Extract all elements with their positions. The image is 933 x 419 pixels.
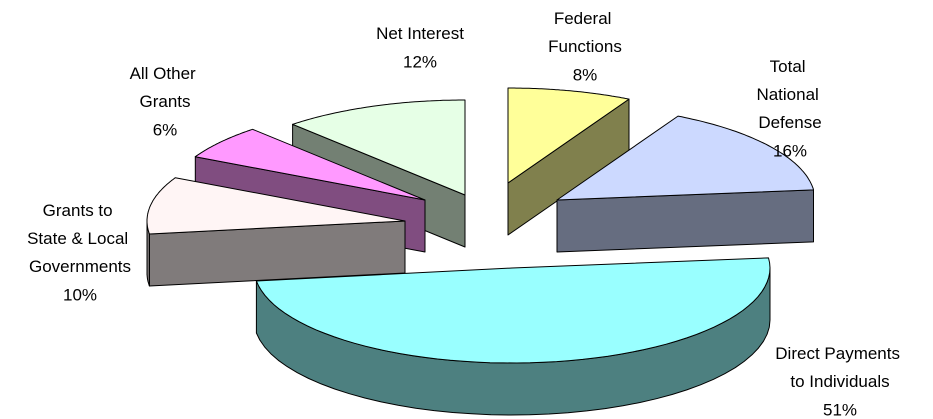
slice-top xyxy=(292,99,466,196)
slice xyxy=(556,115,814,253)
slice-label: Net Interest xyxy=(376,24,464,43)
slice-label: Total National Defense xyxy=(756,57,823,132)
label-line: Defense xyxy=(758,113,821,132)
label-line: State & Local xyxy=(27,229,133,248)
label-line: Direct Payments xyxy=(775,344,904,363)
slice xyxy=(146,177,406,287)
slice-top xyxy=(146,177,406,235)
slice-top xyxy=(255,257,771,364)
slice-value-label: 51% xyxy=(823,400,857,419)
slice-value-label: 16% xyxy=(773,141,807,160)
label-line: All Other xyxy=(130,64,201,83)
slice-top xyxy=(556,115,814,201)
slice-value-label: 6% xyxy=(153,120,178,139)
label-line: Grants to xyxy=(43,201,118,220)
label-line: to Individuals xyxy=(790,372,889,391)
slice-label: Direct Payments to Individuals xyxy=(775,344,904,391)
slice xyxy=(255,257,771,416)
slice-label: All Other Grants xyxy=(130,64,201,111)
slice-top xyxy=(194,128,426,201)
slice-side xyxy=(556,189,814,253)
label-line: Federal xyxy=(554,9,616,28)
label-line: Total xyxy=(770,57,811,76)
label-line: Governments xyxy=(29,257,131,276)
slice-label: Grants to State & Local Governments xyxy=(27,201,133,276)
slice-value-label: 8% xyxy=(573,65,598,84)
slice-value-label: 10% xyxy=(63,285,97,304)
label-line: Functions xyxy=(548,37,622,56)
label-line: Net Interest xyxy=(376,24,464,43)
slice-value-label: 12% xyxy=(403,52,437,71)
label-line: Grants xyxy=(139,92,190,111)
slice xyxy=(507,87,630,236)
label-line: National xyxy=(756,85,823,104)
slice-label: Federal Functions xyxy=(548,9,622,56)
slice-top xyxy=(507,87,630,184)
